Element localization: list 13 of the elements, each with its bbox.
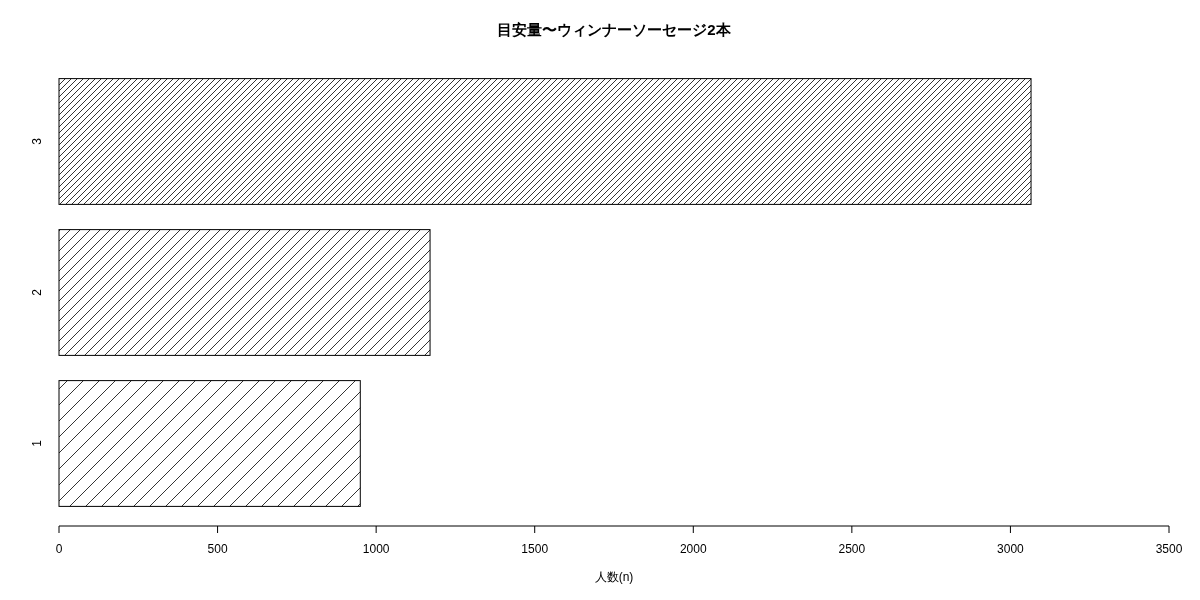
chart-title: 目安量〜ウィンナーソーセージ2本 <box>497 21 732 38</box>
x-tick-label: 3000 <box>997 542 1025 556</box>
x-tick-label: 500 <box>207 542 228 556</box>
x-tick-label: 1500 <box>521 542 549 556</box>
x-tick-label: 2000 <box>679 542 707 556</box>
x-tick-label: 2500 <box>838 542 866 556</box>
y-tick-label: 1 <box>30 439 44 447</box>
x-tick-label: 0 <box>55 542 63 556</box>
y-tick-label: 2 <box>30 288 44 296</box>
y-tick-label: 3 <box>30 137 44 145</box>
x-axis-title: 人数(n) <box>594 570 634 584</box>
x-tick-label: 1000 <box>362 542 390 556</box>
x-tick-label: 3500 <box>1155 542 1183 556</box>
